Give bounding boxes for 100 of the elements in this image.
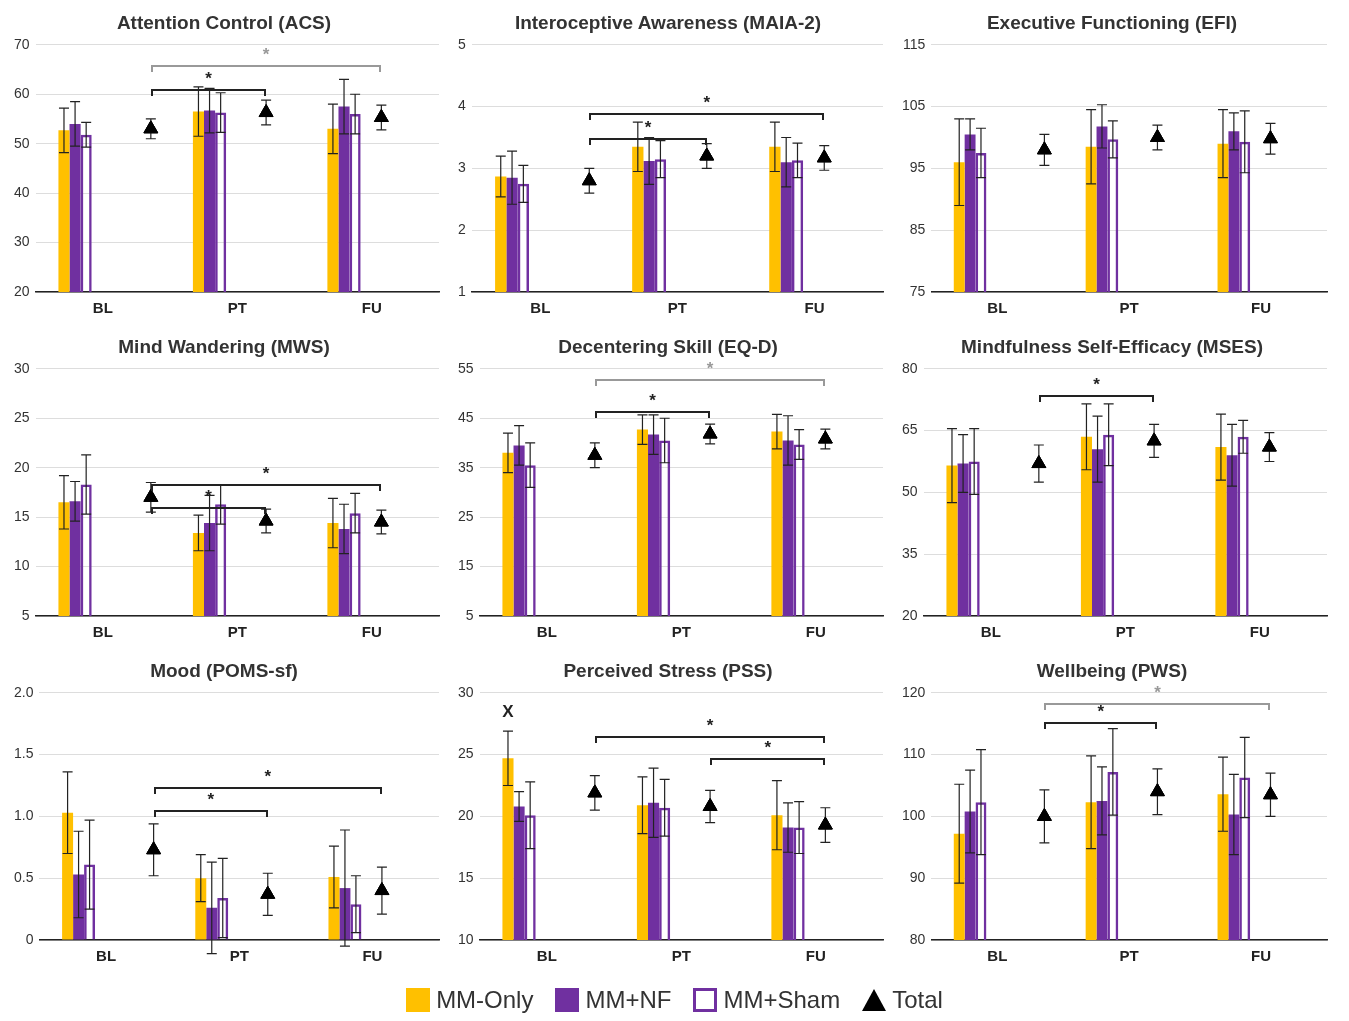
y-tick-label: 5 [21, 606, 30, 623]
point [258, 104, 274, 118]
x-tick-label: BL [536, 623, 557, 641]
x-tick-label: PT [1119, 947, 1139, 965]
point [581, 172, 597, 186]
annotation: * [702, 92, 712, 112]
x-tick-label: PT [667, 299, 687, 317]
x-tick-label: PT [227, 299, 247, 317]
point [817, 430, 833, 444]
annotation: * [261, 44, 271, 64]
x-tick-label: BL [536, 947, 557, 965]
y-tick-label: 110 [903, 745, 926, 762]
chart-title: Decentering Skill (EQ-D) [558, 335, 778, 357]
y-tick-label: 10 [457, 930, 474, 947]
y-tick-label: 3 [457, 159, 466, 176]
y-tick-label: 85 [909, 221, 926, 238]
point [1031, 455, 1047, 469]
chart-title: Mindfulness Self-Efficacy (MSES) [961, 335, 1263, 357]
point [143, 120, 159, 134]
legend-label: Total [892, 986, 943, 1014]
y-tick-label: 5 [457, 35, 466, 52]
x-tick-label: PT [671, 947, 691, 965]
x-tick-label: BL [530, 299, 551, 317]
point [1036, 141, 1052, 155]
y-tick-label: 4 [457, 97, 466, 114]
point [587, 446, 603, 460]
x-tick-label: FU [1251, 299, 1272, 317]
y-tick-label: 2.0 [13, 683, 34, 700]
chart-title: Executive Functioning (EFI) [986, 11, 1238, 33]
point [1036, 807, 1052, 821]
point [146, 841, 162, 855]
y-tick-label: 25 [13, 409, 30, 426]
x-tick-label: FU [361, 623, 382, 641]
annotation: * [763, 738, 773, 758]
point [1261, 438, 1277, 452]
y-tick-label: 1.0 [13, 807, 34, 824]
point [374, 882, 390, 896]
point [143, 488, 159, 502]
y-tick-label: 100 [902, 807, 926, 824]
annotation: * [204, 69, 213, 89]
x-tick-label: FU [1249, 623, 1270, 641]
y-tick-label: 20 [457, 807, 474, 824]
point [258, 512, 274, 526]
y-tick-label: 70 [13, 35, 30, 52]
y-tick-label: 30 [457, 683, 474, 700]
y-tick-label: 1.5 [13, 745, 34, 762]
x-tick-label: PT [1119, 299, 1139, 317]
point [373, 108, 389, 122]
y-tick-label: 60 [13, 85, 30, 102]
y-tick-label: 80 [909, 930, 926, 947]
y-tick-label: 45 [457, 409, 474, 426]
bar [195, 878, 207, 940]
x-tick-label: PT [671, 623, 691, 641]
x-tick-label: FU [804, 299, 825, 317]
x-tick-label: FU [805, 623, 826, 641]
y-tick-label: 35 [457, 458, 474, 475]
y-tick-label: 90 [909, 869, 926, 886]
y-tick-label: 25 [457, 507, 474, 524]
legend-label: MM+NF [585, 986, 672, 1014]
annotation: * [648, 390, 657, 410]
x-tick-label: BL [987, 299, 1008, 317]
annotation: * [705, 716, 715, 736]
y-tick-label: 30 [13, 359, 30, 376]
x-tick-label: BL [92, 623, 113, 641]
y-tick-label: 15 [457, 869, 474, 886]
y-tick-label: 50 [901, 483, 918, 500]
annotation: * [1092, 375, 1101, 395]
chart-title: Attention Control (ACS) [116, 11, 332, 33]
point [587, 784, 603, 798]
annotation: * [206, 790, 215, 810]
point [702, 798, 718, 812]
y-tick-label: 0 [25, 930, 34, 947]
point [702, 425, 718, 439]
y-tick-label: 0.5 [13, 869, 34, 886]
x-tick-label: BL [980, 623, 1001, 641]
y-tick-label: 80 [901, 359, 918, 376]
x-tick-label: FU [362, 947, 383, 965]
y-tick-label: 35 [901, 545, 918, 562]
y-tick-label: 20 [13, 282, 30, 299]
point [1263, 786, 1278, 800]
x-tick-label: FU [805, 947, 826, 965]
y-tick-label: 25 [457, 745, 474, 762]
y-tick-label: 105 [902, 97, 926, 114]
x-tick-label: BL [987, 947, 1008, 965]
annotation: * [643, 117, 653, 137]
y-tick-label: 15 [457, 557, 474, 574]
annotation: * [705, 358, 715, 378]
point [1150, 783, 1165, 797]
x-tick-label: FU [1251, 947, 1272, 965]
point [816, 149, 832, 163]
chart-title: Interoceptive Awareness (MAIA-2) [514, 11, 822, 33]
chart-title: Wellbeing (PWS) [1036, 659, 1188, 681]
legend-label: MM-Only [436, 986, 534, 1014]
x-tick-label: FU [361, 299, 382, 317]
x-tick-label: BL [96, 947, 117, 965]
y-tick-label: 10 [13, 557, 30, 574]
y-tick-label: 40 [13, 183, 30, 200]
y-tick-label: 65 [901, 421, 918, 438]
y-tick-label: 120 [902, 683, 926, 700]
y-tick-label: 20 [13, 458, 30, 475]
